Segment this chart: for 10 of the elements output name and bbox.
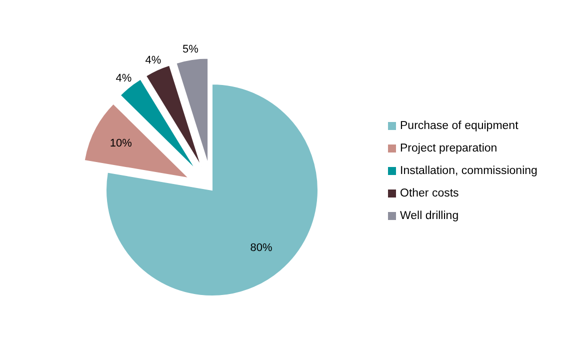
legend-label: Project preparation	[400, 142, 498, 155]
data-label: 5%	[182, 44, 199, 56]
data-label: 4%	[145, 54, 162, 67]
legend-label: Other costs	[400, 188, 460, 200]
data-label: 80%	[250, 242, 272, 254]
legend-label: Purchase of equipment	[400, 120, 520, 132]
legend-label: Installation, commissioning	[400, 165, 538, 178]
data-label: 4%	[116, 72, 132, 85]
data-label: 10%	[110, 137, 132, 150]
legend-label: Well drilling	[400, 210, 459, 222]
